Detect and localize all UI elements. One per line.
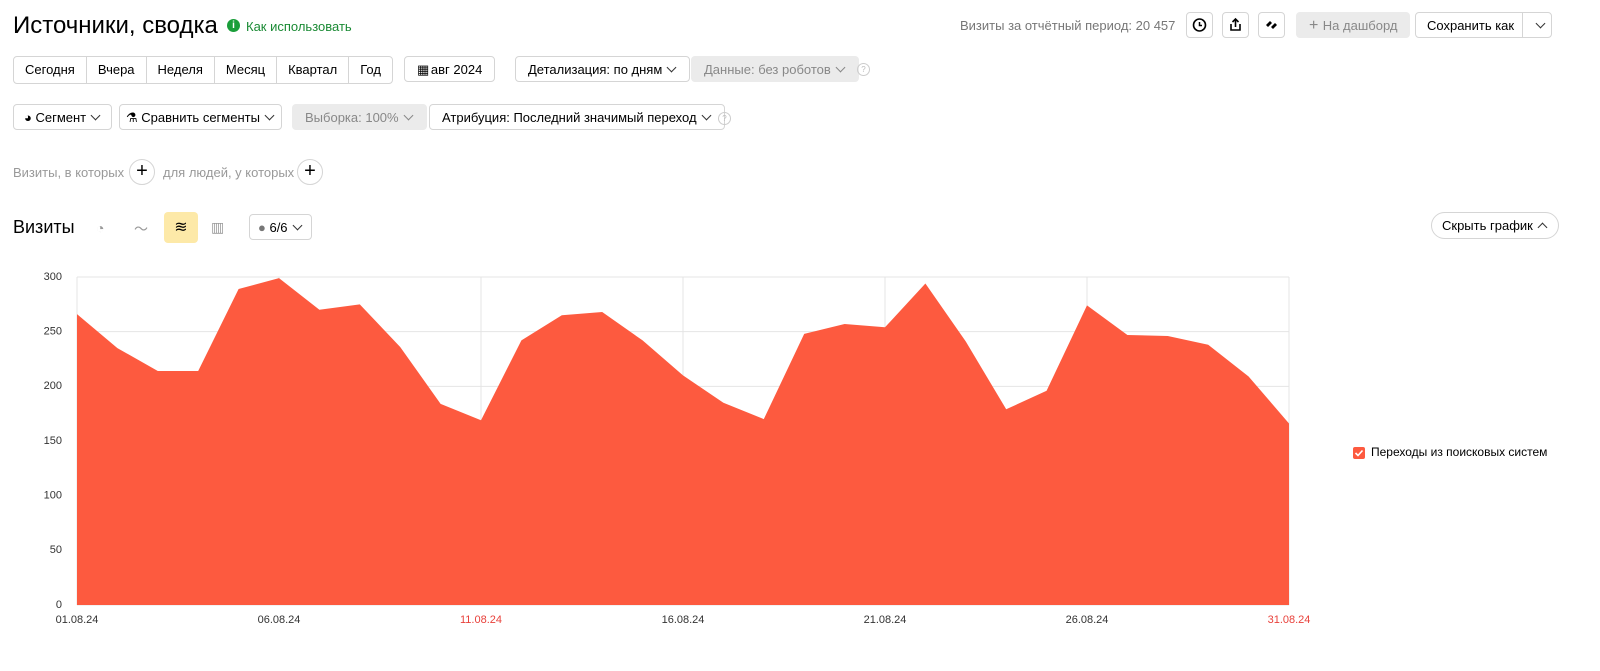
y-tick-label: 50 <box>50 544 62 556</box>
series-count-button[interactable]: ● 6/6 <box>249 214 312 240</box>
month-label: авг 2024 <box>430 62 483 77</box>
compare-label: Сравнить сегменты <box>141 110 260 125</box>
x-tick-label: 01.08.24 <box>56 614 99 626</box>
visits-total: Визиты за отчётный период: 20 457 <box>960 18 1176 33</box>
save-label: Сохранить как <box>1427 18 1515 33</box>
x-tick-label: 06.08.24 <box>258 614 301 626</box>
period-button[interactable]: Вчера <box>87 57 147 83</box>
people-filter-label: для людей, у которых <box>163 165 295 180</box>
period-button[interactable]: Месяц <box>215 57 278 83</box>
area-view[interactable]: ≋ <box>164 212 198 243</box>
compare-button[interactable]: ⚗ Сравнить сегменты <box>119 104 282 130</box>
x-tick-label: 21.08.24 <box>864 614 907 626</box>
detail-label: Детализация: по дням <box>528 62 663 77</box>
legend-check <box>1354 449 1364 457</box>
api-button[interactable] <box>1258 12 1285 38</box>
area <box>77 278 1289 605</box>
hide-chart-button[interactable]: Скрыть график <box>1431 212 1559 239</box>
period-button[interactable]: Неделя <box>147 57 215 83</box>
data-filter-button[interactable]: Данные: без роботов <box>691 56 859 82</box>
attribution-label: Атрибуция: Последний значимый переход <box>442 110 697 125</box>
period-button[interactable]: Год <box>360 62 381 77</box>
bar-view[interactable]: ▥ <box>211 219 225 235</box>
save-button[interactable]: Сохранить как <box>1415 12 1552 38</box>
sample-button[interactable]: Выборка: 100% <box>292 104 427 130</box>
y-tick-label: 300 <box>44 271 62 283</box>
detail-button[interactable]: Детализация: по дням <box>515 56 691 82</box>
history-button[interactable] <box>1186 12 1213 38</box>
add-people-filter[interactable]: + <box>297 159 323 185</box>
month-button[interactable]: ▦ авг 2024 <box>404 56 496 82</box>
help-icon[interactable]: ? <box>857 63 870 76</box>
x-tick-label: 11.08.24 <box>460 614 502 626</box>
export-button[interactable] <box>1222 12 1249 38</box>
hide-chart-label: Скрыть график <box>1442 218 1533 233</box>
y-tick-label: 100 <box>44 490 62 502</box>
page-title: Источники, сводка <box>13 12 218 39</box>
y-tick-label: 250 <box>44 326 62 338</box>
x-tick-label: 31.08.24 <box>1268 614 1311 626</box>
dashboard-label: На дашборд <box>1322 18 1398 33</box>
chart-title: Визиты <box>13 217 75 237</box>
legend-checkbox <box>1353 447 1365 459</box>
line-view[interactable]: 〜 <box>134 221 148 237</box>
segment-button[interactable]: ◕ Сегмент <box>13 104 113 130</box>
x-tick-label: 16.08.24 <box>662 614 705 626</box>
help-icon: i <box>227 19 240 32</box>
help-icon[interactable]: ? <box>718 112 731 125</box>
attribution-button[interactable]: Атрибуция: Последний значимый переход <box>429 104 725 130</box>
x-tick-label: 26.08.24 <box>1066 614 1109 626</box>
y-tick-label: 200 <box>44 380 62 392</box>
series-count: 6/6 <box>269 220 288 235</box>
data-filter-label: Данные: без роботов <box>704 62 831 77</box>
sample-label: Выборка: 100% <box>305 110 399 125</box>
y-tick-label: 150 <box>44 435 62 447</box>
segment-label: Сегмент <box>35 110 87 125</box>
help-link[interactable]: Как использовать <box>246 19 352 34</box>
period-button[interactable]: Квартал <box>277 57 350 83</box>
y-tick-label: 0 <box>56 599 62 611</box>
period-button[interactable]: Сегодня <box>14 57 87 83</box>
dashboard-button[interactable]: + На дашборд <box>1296 12 1411 38</box>
visits-filter-label: Визиты, в которых <box>13 165 125 180</box>
legend-label: Переходы из поисковых систем <box>1371 445 1547 459</box>
add-visit-filter[interactable]: + <box>129 159 155 185</box>
period-group: Сегодня Вчера Неделя Месяц Квартал Год <box>13 56 393 84</box>
pie-view[interactable]: ◔ <box>96 220 105 236</box>
